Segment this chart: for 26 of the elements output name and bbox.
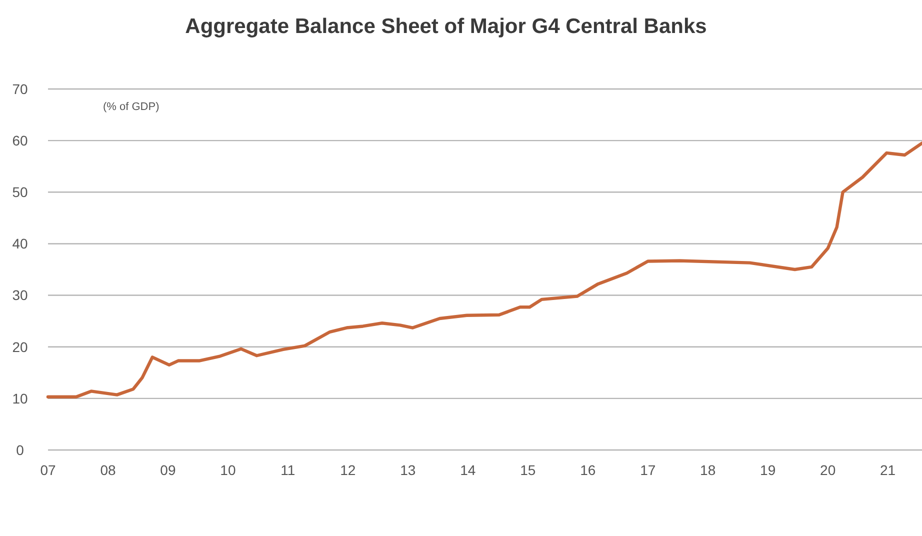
y-tick-label: 30	[12, 287, 28, 304]
x-tick-label: 19	[760, 462, 776, 478]
x-tick-label: 20	[820, 462, 836, 478]
y-tick-label: 10	[12, 390, 28, 406]
line-series	[46, 142, 922, 398]
x-tick-label: 11	[280, 462, 296, 478]
y-tick-label: 70	[12, 80, 28, 97]
y-tick-label: 40	[12, 236, 28, 252]
x-tick-label: 18	[700, 462, 716, 478]
x-tick-label: 12	[340, 462, 356, 478]
x-tick-label: 07	[40, 462, 56, 478]
y-tick-label: 60	[12, 132, 28, 148]
y-axis-title: (% of GDP)	[103, 101, 160, 113]
x-tick-label: 16	[580, 462, 596, 478]
y-tick-label: 0	[16, 442, 24, 458]
x-tick-label: 08	[100, 462, 116, 478]
x-tick-label: 15	[520, 462, 536, 478]
y-tick-label: 20	[12, 338, 28, 355]
x-tick-label: 21	[880, 462, 896, 478]
x-tick-label: 14	[460, 462, 476, 478]
x-tick-label: 10	[220, 462, 236, 478]
x-tick-label: 09	[160, 462, 176, 478]
x-tick-label: 17	[640, 462, 656, 478]
chart-title: Aggregate Balance Sheet of Major G4 Central Banks	[185, 15, 707, 38]
y-tick-label: 50	[12, 184, 28, 200]
x-tick-label: 13	[400, 462, 416, 478]
